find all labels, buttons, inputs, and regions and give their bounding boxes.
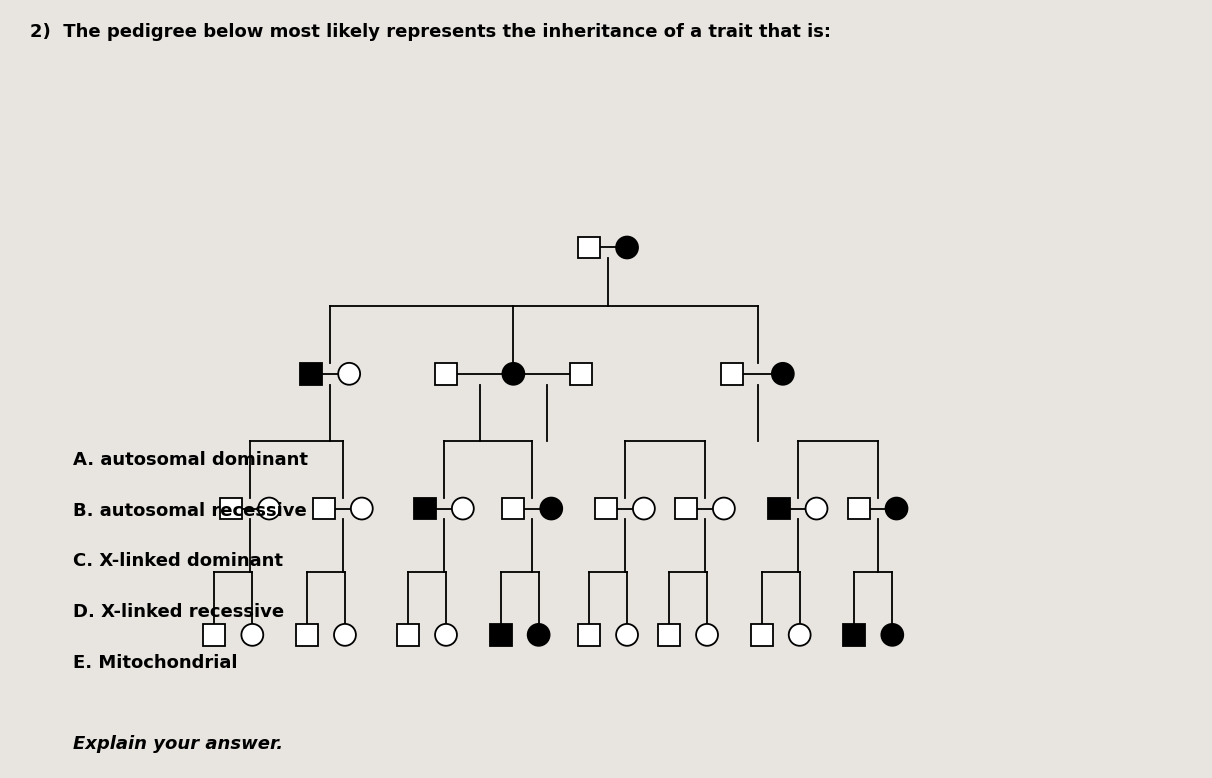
- Circle shape: [772, 363, 794, 385]
- Circle shape: [503, 363, 525, 385]
- Text: A. autosomal dominant: A. autosomal dominant: [73, 451, 308, 469]
- Circle shape: [350, 498, 373, 520]
- Circle shape: [335, 624, 356, 646]
- Circle shape: [789, 624, 811, 646]
- Circle shape: [527, 624, 549, 646]
- FancyBboxPatch shape: [296, 624, 318, 646]
- FancyBboxPatch shape: [301, 363, 322, 385]
- FancyBboxPatch shape: [570, 363, 591, 385]
- FancyBboxPatch shape: [398, 624, 419, 646]
- FancyBboxPatch shape: [751, 624, 773, 646]
- Circle shape: [241, 624, 263, 646]
- Text: C. X-linked dominant: C. X-linked dominant: [73, 552, 282, 570]
- FancyBboxPatch shape: [435, 363, 457, 385]
- FancyBboxPatch shape: [767, 498, 789, 520]
- Circle shape: [881, 624, 903, 646]
- Circle shape: [435, 624, 457, 646]
- Circle shape: [338, 363, 360, 385]
- Text: 2)  The pedigree below most likely represents the inheritance of a trait that is: 2) The pedigree below most likely repres…: [30, 23, 831, 41]
- Text: E. Mitochondrial: E. Mitochondrial: [73, 654, 238, 671]
- Circle shape: [633, 498, 654, 520]
- FancyBboxPatch shape: [204, 624, 225, 646]
- Circle shape: [806, 498, 828, 520]
- FancyBboxPatch shape: [675, 498, 697, 520]
- Circle shape: [696, 624, 718, 646]
- Circle shape: [258, 498, 280, 520]
- Circle shape: [541, 498, 562, 520]
- FancyBboxPatch shape: [221, 498, 242, 520]
- FancyBboxPatch shape: [847, 498, 869, 520]
- Circle shape: [713, 498, 734, 520]
- FancyBboxPatch shape: [503, 498, 525, 520]
- FancyBboxPatch shape: [313, 498, 335, 520]
- FancyBboxPatch shape: [578, 624, 600, 646]
- Circle shape: [452, 498, 474, 520]
- FancyBboxPatch shape: [844, 624, 865, 646]
- Text: B. autosomal recessive: B. autosomal recessive: [73, 502, 307, 520]
- FancyBboxPatch shape: [415, 498, 436, 520]
- Circle shape: [616, 237, 638, 258]
- FancyBboxPatch shape: [490, 624, 511, 646]
- FancyBboxPatch shape: [595, 498, 617, 520]
- Circle shape: [616, 624, 638, 646]
- Text: D. X-linked recessive: D. X-linked recessive: [73, 603, 284, 621]
- FancyBboxPatch shape: [578, 237, 600, 258]
- Text: Explain your answer.: Explain your answer.: [73, 735, 282, 753]
- FancyBboxPatch shape: [658, 624, 680, 646]
- Circle shape: [886, 498, 908, 520]
- FancyBboxPatch shape: [721, 363, 743, 385]
